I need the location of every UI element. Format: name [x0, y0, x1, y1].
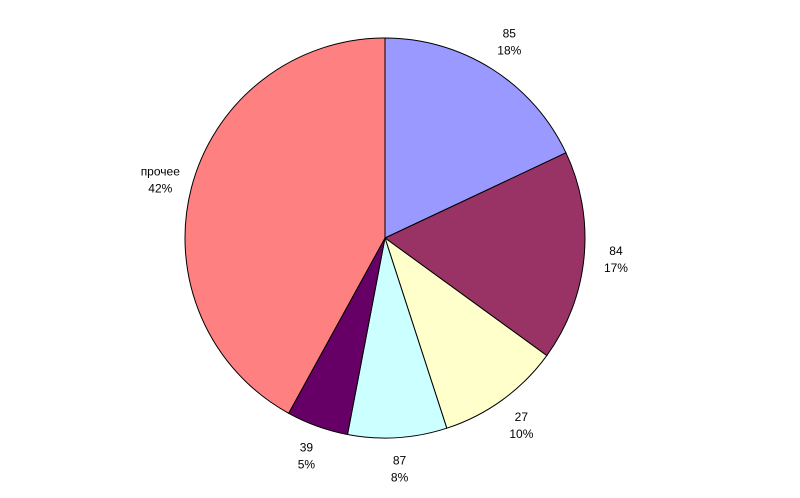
slice-category-label: прочее — [141, 164, 181, 178]
slice-value-label: 18% — [497, 43, 521, 57]
slice-category-label: 85 — [503, 26, 517, 40]
slice-category-label: 27 — [515, 410, 529, 424]
slice-category-label: 87 — [393, 454, 407, 468]
pie-slice — [384, 37, 567, 239]
pie-slice — [384, 152, 586, 357]
pie-slice — [346, 237, 448, 439]
slice-value-label: 42% — [148, 181, 172, 195]
slice-value-label: 5% — [298, 457, 316, 471]
slice-category-label: 84 — [609, 244, 623, 258]
pie-slice — [184, 37, 386, 414]
slice-value-label: 17% — [604, 261, 628, 275]
slice-category-label: 39 — [300, 440, 314, 454]
slice-value-label: 8% — [391, 471, 409, 485]
slice-value-label: 10% — [509, 427, 533, 441]
pie-slice — [384, 236, 548, 429]
